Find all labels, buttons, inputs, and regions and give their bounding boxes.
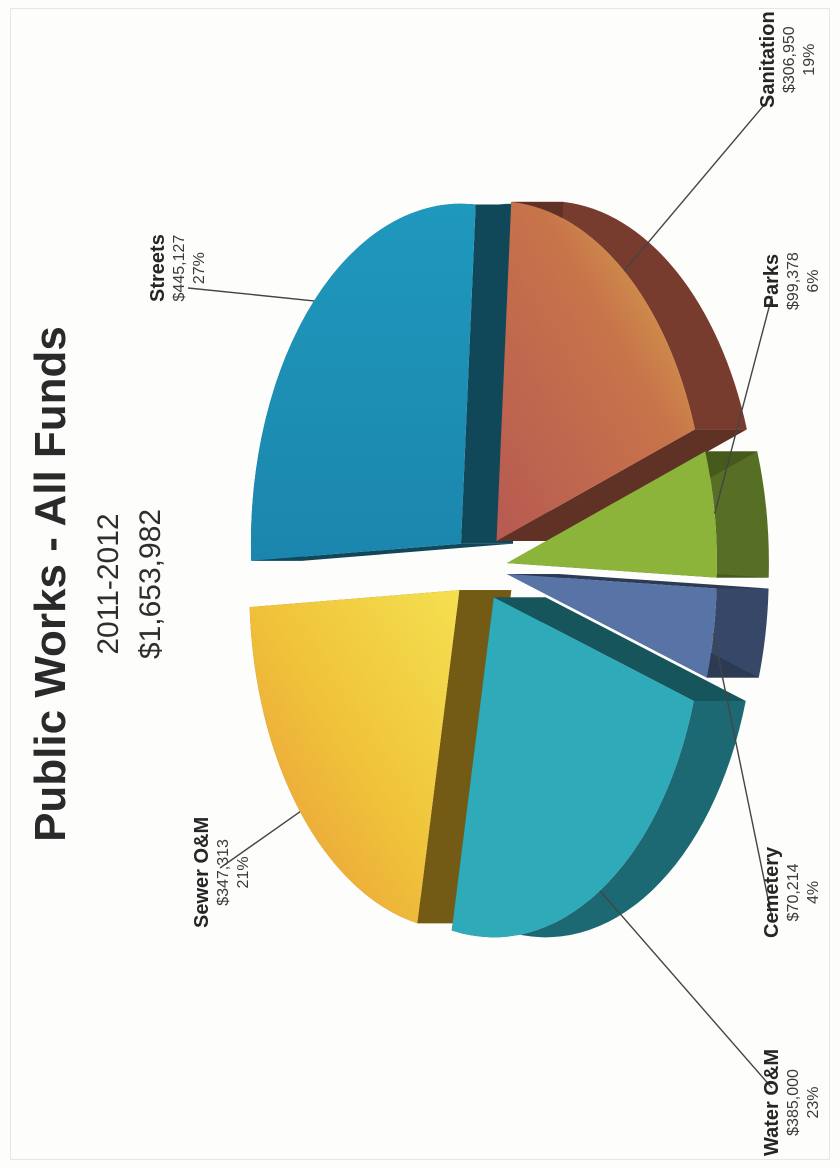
leader-line-parks bbox=[714, 295, 773, 514]
pie-slice-water-o-m bbox=[451, 597, 694, 938]
pie-slice-sanitation bbox=[496, 201, 695, 541]
pie-slice-wall-streets-0 bbox=[251, 543, 513, 561]
data-label-amount: $99,378 bbox=[785, 252, 803, 310]
data-label-water: Water O&M $385,000 23% bbox=[760, 1049, 823, 1156]
leader-line-sanitation bbox=[623, 97, 771, 272]
pie-slice-wall-cemetery-0 bbox=[506, 573, 769, 589]
data-label-percent: 21% bbox=[234, 856, 252, 889]
pie-slice-side-parks bbox=[705, 451, 769, 578]
data-label-cemetery: Cemetery $70,214 4% bbox=[760, 847, 823, 938]
data-label-amount: $70,214 bbox=[785, 863, 803, 922]
data-label-percent: 27% bbox=[190, 252, 208, 285]
leader-line-streets bbox=[187, 287, 315, 302]
data-label-percent: 6% bbox=[804, 269, 822, 293]
data-label-name: Parks bbox=[761, 253, 783, 309]
pie-slice-side-water-o-m bbox=[451, 700, 746, 938]
data-label-amount: $306,950 bbox=[781, 26, 799, 94]
data-label-amount: $445,127 bbox=[171, 234, 189, 302]
chart-title: Public Works - All Funds bbox=[26, 326, 75, 842]
data-label-sewer: Sewer O&M $347,313 21% bbox=[190, 817, 253, 928]
data-label-parks: Parks $99,378 6% bbox=[760, 252, 823, 310]
data-label-amount: $385,000 bbox=[785, 1069, 803, 1136]
leader-line-cemetery bbox=[712, 633, 773, 919]
data-label-name: Streets bbox=[147, 234, 169, 302]
chart-subtitle-total: $1,653,982 bbox=[134, 508, 167, 660]
leader-line-sewer-o-m bbox=[219, 811, 301, 869]
pie-slice-cemetery bbox=[506, 573, 717, 678]
data-label-amount: $347,313 bbox=[215, 839, 233, 906]
pie-slice-side-cemetery bbox=[706, 588, 769, 678]
pie-slice-wall-water-o-m-0 bbox=[493, 597, 746, 701]
pie-slice-streets bbox=[250, 203, 476, 561]
data-label-percent: 23% bbox=[804, 1086, 822, 1119]
data-label-sanitation: Sanitation $306,950 19% bbox=[756, 11, 819, 108]
pie-slice-side-sanitation bbox=[511, 201, 747, 430]
pie-slice-wall-sanitation-1 bbox=[496, 429, 747, 541]
pie-slice-parks bbox=[506, 451, 717, 578]
pie-slice-sewer-o-m bbox=[249, 590, 460, 924]
data-label-streets: Streets $445,127 27% bbox=[146, 234, 209, 302]
data-label-name: Sewer O&M bbox=[191, 816, 213, 928]
data-label-name: Cemetery bbox=[761, 846, 783, 938]
leader-line-water-o-m bbox=[599, 890, 773, 1089]
data-label-percent: 19% bbox=[800, 43, 818, 76]
data-label-name: Sanitation bbox=[757, 11, 779, 108]
data-label-name: Water O&M bbox=[761, 1048, 783, 1156]
chart-subtitle-years: 2011-2012 bbox=[92, 513, 125, 655]
data-label-percent: 4% bbox=[804, 880, 822, 904]
